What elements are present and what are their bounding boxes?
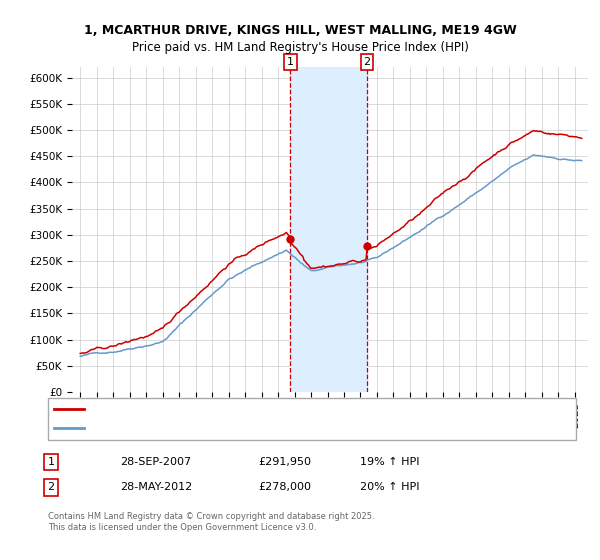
Text: 20% ↑ HPI: 20% ↑ HPI (360, 482, 419, 492)
Text: 19% ↑ HPI: 19% ↑ HPI (360, 457, 419, 467)
Text: £278,000: £278,000 (258, 482, 311, 492)
Text: 1, MCARTHUR DRIVE, KINGS HILL, WEST MALLING, ME19 4GW (semi-detached house): 1, MCARTHUR DRIVE, KINGS HILL, WEST MALL… (90, 404, 534, 414)
Text: £291,950: £291,950 (258, 457, 311, 467)
Text: HPI: Average price, semi-detached house, Tonbridge and Malling: HPI: Average price, semi-detached house,… (90, 423, 427, 433)
Text: 1: 1 (287, 57, 294, 67)
Bar (290, 67, 367, 392)
Text: Price paid vs. HM Land Registry's House Price Index (HPI): Price paid vs. HM Land Registry's House … (131, 41, 469, 54)
Text: 28-MAY-2012: 28-MAY-2012 (120, 482, 192, 492)
Text: Contains HM Land Registry data © Crown copyright and database right 2025.
This d: Contains HM Land Registry data © Crown c… (48, 512, 374, 532)
Text: 1: 1 (47, 457, 55, 467)
Text: 2: 2 (364, 57, 371, 67)
Text: 2: 2 (47, 482, 55, 492)
Text: 1, MCARTHUR DRIVE, KINGS HILL, WEST MALLING, ME19 4GW: 1, MCARTHUR DRIVE, KINGS HILL, WEST MALL… (83, 24, 517, 38)
Text: 28-SEP-2007: 28-SEP-2007 (120, 457, 191, 467)
